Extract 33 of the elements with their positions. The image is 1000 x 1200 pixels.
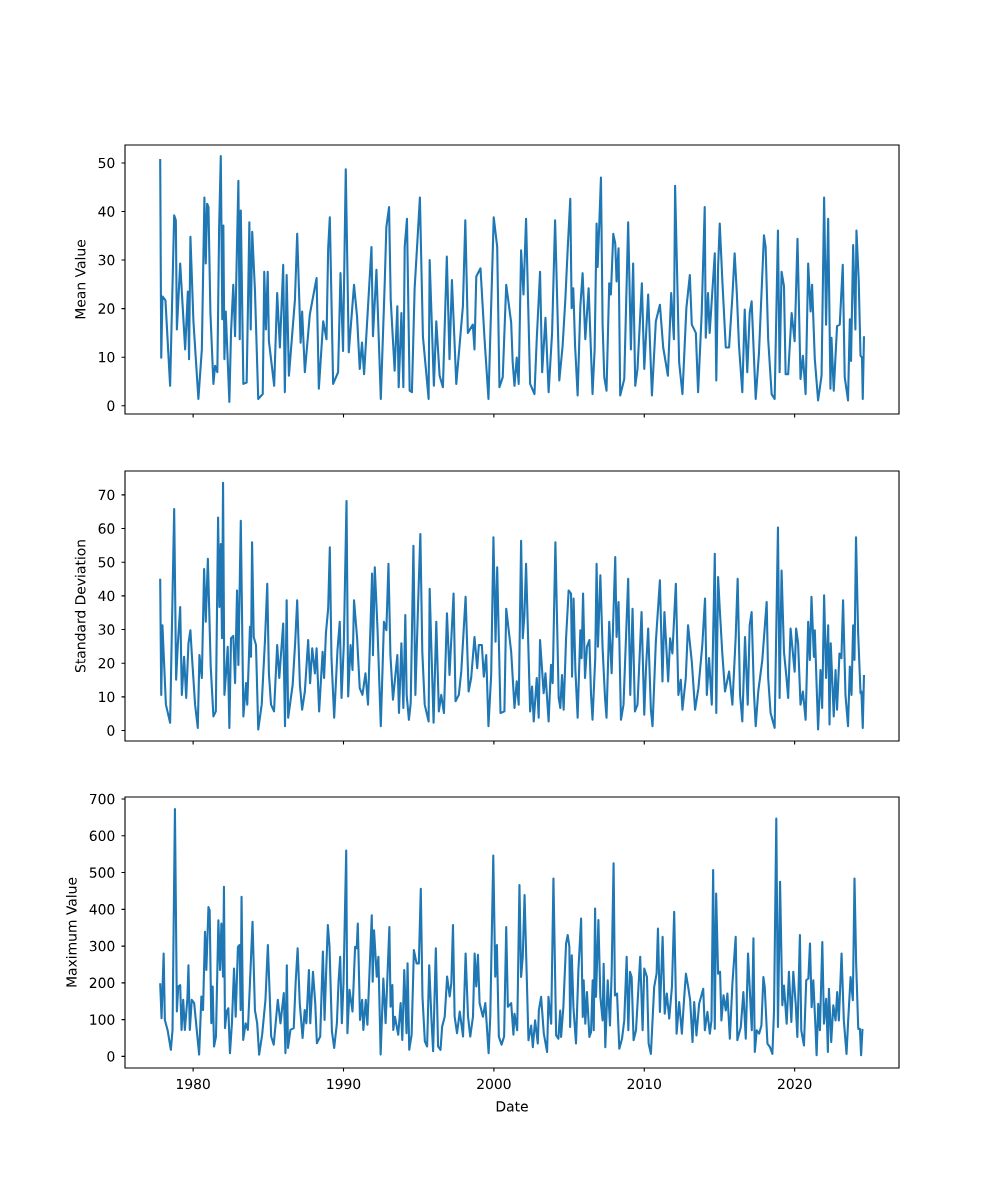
- x-tick-label: 2000: [477, 1078, 511, 1090]
- y-tick-label: 10: [99, 351, 115, 363]
- x-tick-label: 2010: [627, 1078, 661, 1090]
- y-tick-label: 50: [98, 157, 115, 169]
- y-tick-label: 300: [89, 940, 115, 952]
- y-tick-label: 200: [89, 977, 115, 989]
- y-tick-label: 60: [98, 523, 115, 534]
- y-tick-label: 40: [98, 590, 115, 602]
- line-series: [159, 481, 866, 731]
- y-tick-label: 10: [99, 691, 115, 703]
- y-tick-label: 0: [107, 1051, 115, 1062]
- y-tick-label: 700: [89, 793, 115, 805]
- x-axis-title: Date: [496, 1101, 528, 1112]
- y-tick-label: 20: [98, 303, 115, 314]
- y-axis-title: Maximum Value: [65, 877, 77, 987]
- y-axis-title: Standard Deviation: [74, 540, 86, 673]
- x-tick-label: 1990: [327, 1078, 361, 1090]
- y-axis-title: Mean Value: [74, 240, 86, 319]
- x-tick-label: 1980: [176, 1078, 210, 1090]
- y-tick-label: 40: [98, 206, 115, 217]
- y-tick-label: 0: [107, 725, 115, 736]
- y-tick-label: 100: [90, 1014, 115, 1025]
- line-series: [159, 155, 866, 403]
- y-tick-label: 500: [89, 867, 115, 878]
- y-tick-label: 400: [89, 904, 115, 915]
- y-tick-label: 30: [98, 254, 115, 266]
- y-tick-label: 30: [98, 624, 115, 635]
- x-tick-label: 2020: [778, 1078, 812, 1090]
- y-tick-label: 70: [98, 489, 115, 501]
- y-tick-label: 20: [98, 657, 115, 669]
- y-tick-label: 50: [98, 556, 115, 568]
- y-tick-label: 600: [89, 830, 115, 842]
- y-tick-label: 0: [107, 400, 115, 411]
